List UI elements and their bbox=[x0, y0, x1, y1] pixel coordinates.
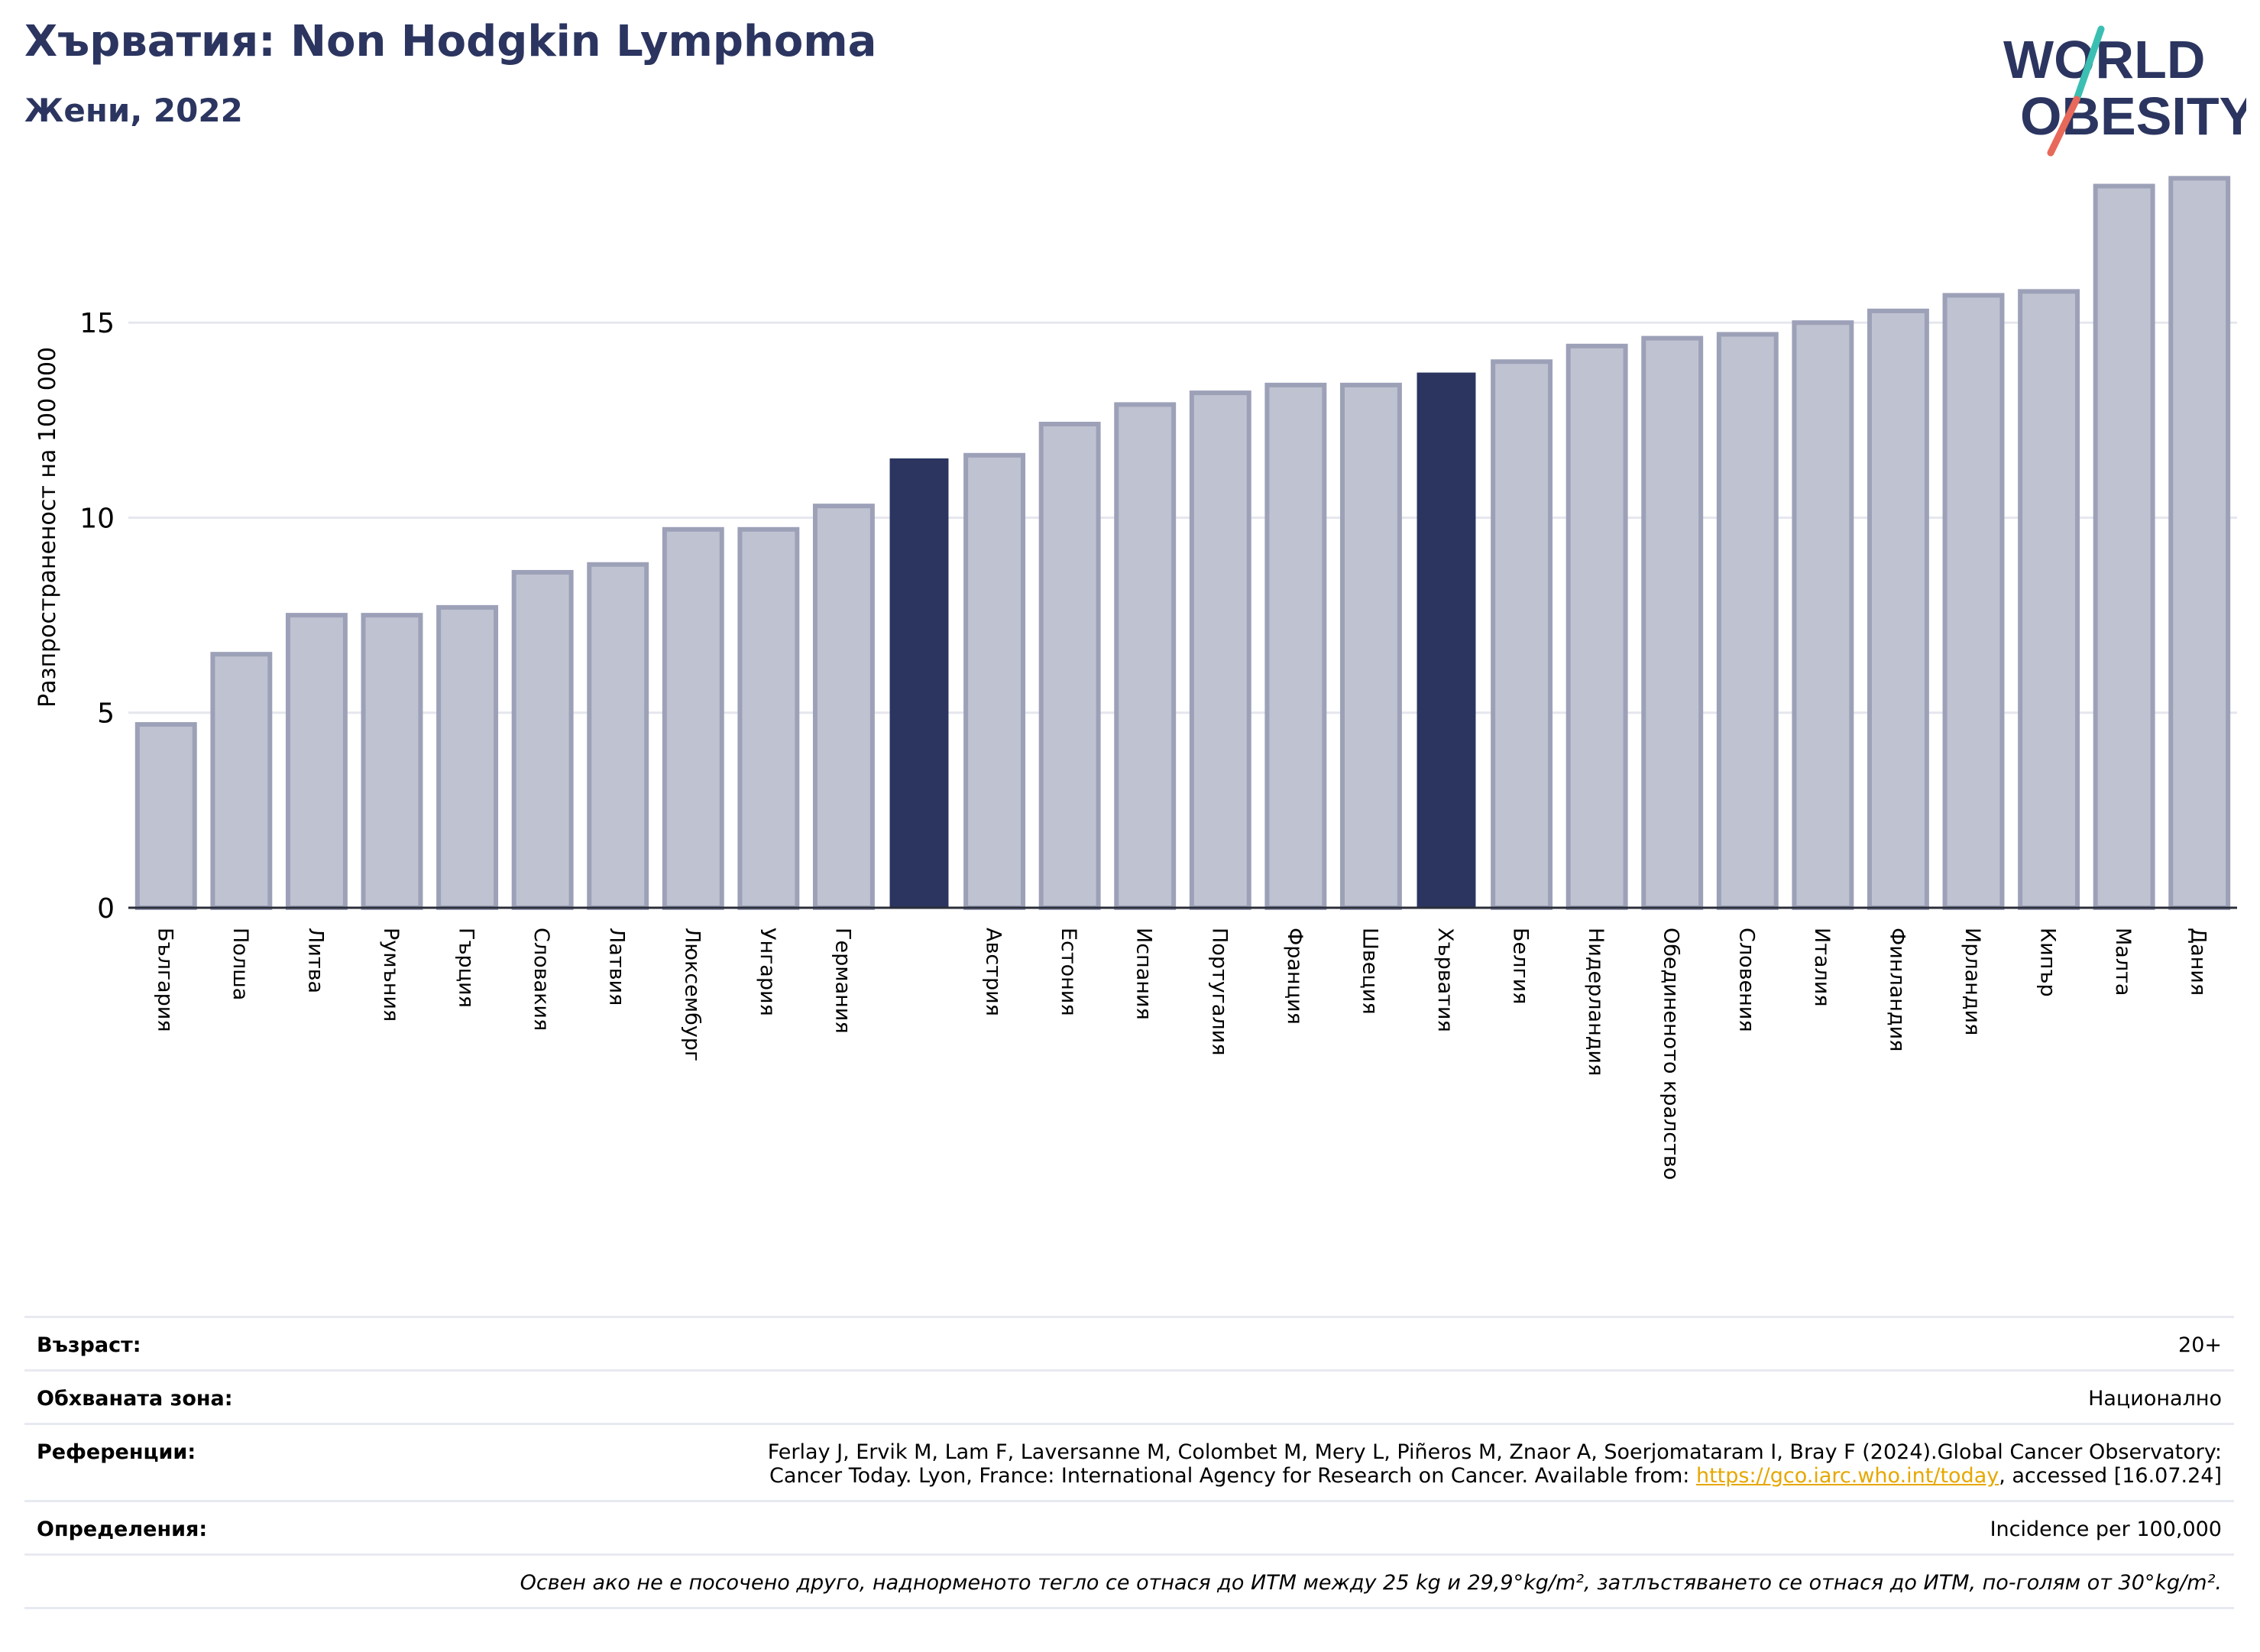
x-tick-label: Хърватия bbox=[1433, 928, 1457, 1032]
bar bbox=[1792, 320, 1854, 911]
y-tick-label: 15 bbox=[79, 308, 115, 339]
bar bbox=[210, 652, 273, 910]
definitions-value: Incidence per 100,000 bbox=[1990, 1518, 2222, 1541]
x-tick-label: Испания bbox=[1132, 928, 1156, 1020]
bar bbox=[2093, 183, 2155, 911]
logo-slash-bottom bbox=[2047, 96, 2080, 157]
bar bbox=[2018, 289, 2080, 910]
references-line-2-post: , accessed [16.07.24] bbox=[1999, 1464, 2222, 1488]
definitions-row: Определения: Incidence per 100,000 bbox=[24, 1500, 2234, 1553]
x-tick-label: Литва bbox=[303, 928, 327, 993]
chart-title: Хърватия: Non Hodgkin Lymphoma bbox=[24, 17, 877, 66]
definitions-label: Определения: bbox=[37, 1518, 208, 1541]
x-tick-label: Франция bbox=[1283, 928, 1306, 1025]
x-tick-label: Кипър bbox=[2036, 928, 2060, 997]
references-text: Ferlay J, Ervik M, Lam F, Laversanne M, … bbox=[768, 1440, 2222, 1488]
x-tick-label: Гърция bbox=[455, 928, 478, 1008]
x-tick-label: Румъния bbox=[379, 928, 403, 1022]
area-value: Национално bbox=[2088, 1387, 2222, 1411]
bar bbox=[889, 458, 949, 909]
logo-word-world: WORLD bbox=[2003, 30, 2205, 89]
y-axis-label: Разпространеност на 100 000 bbox=[34, 347, 61, 708]
bar bbox=[1264, 382, 1327, 911]
x-tick-label: Полша bbox=[228, 928, 252, 1000]
area-label: Обхваната зона: bbox=[37, 1387, 233, 1411]
chart-subtitle: Жени, 2022 bbox=[24, 92, 243, 129]
age-label: Възраст: bbox=[37, 1333, 141, 1357]
bar bbox=[1641, 335, 1704, 910]
x-tick-label: Финландия bbox=[1885, 928, 1909, 1051]
bar bbox=[1189, 390, 1251, 910]
x-tick-label: Дания bbox=[2187, 928, 2210, 996]
logo-slash-top bbox=[2073, 25, 2105, 103]
age-row: Възраст: 20+ bbox=[24, 1316, 2234, 1369]
bar bbox=[1114, 402, 1177, 910]
bar bbox=[1716, 332, 1779, 910]
x-tick-label: Люксембург bbox=[680, 928, 704, 1061]
age-value: 20+ bbox=[2178, 1333, 2222, 1357]
x-tick-label: Австрия bbox=[982, 928, 1005, 1016]
x-tick-label: България bbox=[153, 928, 176, 1032]
references-line-1: Ferlay J, Ervik M, Lam F, Laversanne M, … bbox=[767, 1440, 2222, 1464]
footnote-text: Освен ако не е посочено друго, наднормен… bbox=[520, 1571, 2222, 1595]
x-tick-label: Малта bbox=[2111, 928, 2135, 996]
bars bbox=[134, 176, 2231, 911]
x-tick-label: Швеция bbox=[1358, 928, 1381, 1015]
bar bbox=[134, 722, 197, 910]
x-tick-label: Германия bbox=[831, 928, 854, 1034]
references-link[interactable]: https://gco.iarc.who.int/today bbox=[1695, 1464, 1999, 1488]
x-tick-label: Естония bbox=[1057, 928, 1080, 1016]
references-label: Референции: bbox=[37, 1440, 196, 1464]
bar bbox=[1942, 293, 2005, 910]
info-table: Възраст: 20+ Обхваната зона: Национално … bbox=[24, 1316, 2234, 1609]
bar-chart: 0 5 10 15 България Полша Литва Румъния Гърция Сло… bbox=[34, 176, 2237, 1180]
bar bbox=[436, 604, 499, 910]
y-tick-label: 5 bbox=[97, 698, 115, 730]
bar bbox=[587, 562, 649, 910]
bar bbox=[737, 526, 800, 911]
x-tick-label: Словакия bbox=[529, 928, 553, 1031]
y-tick-label: 10 bbox=[79, 503, 115, 534]
area-row: Обхваната зона: Национално bbox=[24, 1369, 2234, 1423]
bar bbox=[285, 613, 348, 911]
bar bbox=[662, 526, 724, 911]
x-tick-label: Словения bbox=[1734, 928, 1758, 1032]
bar bbox=[1565, 343, 1628, 910]
footnote-row: Освен ако не е посочено друго, наднормен… bbox=[24, 1553, 2234, 1609]
bar bbox=[812, 504, 875, 910]
bar bbox=[963, 452, 1026, 910]
bar bbox=[1038, 421, 1101, 910]
references-row: Референции: Ferlay J, Ervik M, Lam F, La… bbox=[24, 1423, 2234, 1500]
bar bbox=[1867, 308, 1929, 911]
world-obesity-logo: WORLD OBESITY bbox=[2003, 25, 2246, 157]
bar bbox=[1491, 359, 1553, 910]
x-tick-label: Обединеното кралство bbox=[1659, 928, 1683, 1180]
x-tick-label: Ирландия bbox=[1961, 928, 1984, 1035]
x-tick-label: Италия bbox=[1810, 928, 1834, 1007]
x-tick-label: Нидерландия bbox=[1584, 928, 1608, 1076]
axes: 0 5 10 15 България Полша Литва Румъния Гърция Сло… bbox=[79, 308, 2237, 1180]
x-tick-label: Латвия bbox=[605, 928, 629, 1006]
bar bbox=[511, 569, 574, 911]
bar bbox=[361, 613, 423, 911]
x-tick-label: Унгария bbox=[756, 928, 779, 1016]
bar bbox=[1339, 382, 1402, 911]
x-tick-label: Португалия bbox=[1207, 928, 1231, 1055]
x-tick-label: Белгия bbox=[1509, 928, 1533, 1004]
references-line-2-pre: Cancer Today. Lyon, France: Internationa… bbox=[769, 1464, 1696, 1488]
y-tick-label: 0 bbox=[97, 893, 115, 925]
bar bbox=[1417, 372, 1476, 909]
bar bbox=[2168, 176, 2231, 910]
